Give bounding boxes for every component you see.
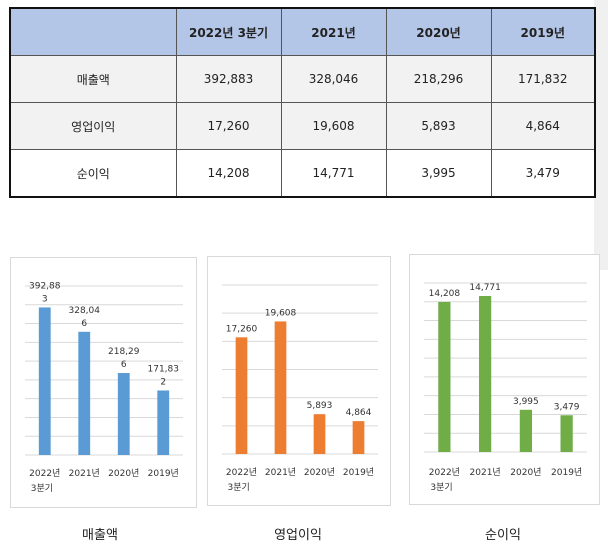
data-label: 5,893: [307, 401, 333, 411]
table-row: 순이익 14,208 14,771 3,995 3,479: [9, 149, 596, 198]
table-cell: 4,864: [490, 102, 596, 150]
chart-operating-profit: 17,260 2022년 3분기 19,608 2021년 5,893 2020년 4,864…: [222, 284, 378, 493]
data-label: 14,208: [429, 289, 461, 299]
row-label: 순이익: [9, 149, 177, 198]
table-cell: 3,479: [490, 149, 596, 198]
data-label: 14,771: [469, 283, 501, 293]
data-label: 3,995: [513, 397, 539, 407]
category-label: 2021년: [265, 467, 296, 478]
chart-panel-revenue: 392,88 3 2022년 3분기 328,04 6 2021년 218,29 6 2020년 1…: [10, 257, 197, 508]
data-label: 3: [42, 294, 48, 304]
row-label: 영업이익: [9, 102, 177, 150]
bar: [117, 373, 130, 455]
header-cell: [9, 7, 177, 56]
table-cell: 17,260: [175, 102, 282, 150]
table-cell: 392,883: [175, 55, 282, 103]
data-label: 2: [160, 377, 166, 387]
chart-panel-operating-profit: 17,260 2022년 3분기 19,608 2021년 5,893 2020년 4,864…: [207, 256, 391, 506]
data-label: 3,479: [554, 402, 580, 412]
category-label: 2022년: [226, 467, 257, 478]
data-label: 218,29: [108, 347, 140, 357]
bar: [438, 301, 451, 452]
table-cell: 218,296: [385, 55, 492, 103]
table-cell: 19,608: [280, 102, 387, 150]
category-label: 2021년: [470, 467, 501, 478]
category-label: 3분기: [430, 482, 452, 493]
bar: [274, 321, 287, 454]
category-label: 2020년: [108, 468, 139, 479]
header-cell: 2021년: [280, 7, 387, 56]
data-label: 4,864: [346, 408, 372, 418]
header-cell: 2019년: [490, 7, 596, 56]
table-row: 매출액 392,883 328,046 218,296 171,832: [9, 55, 596, 103]
bar: [157, 390, 170, 455]
bar: [352, 421, 365, 454]
table-cell: 171,832: [490, 55, 596, 103]
chart-panel-net-income: 14,208 2022년 3분기 14,771 2021년 3,995 2020년 3,479…: [409, 254, 600, 505]
data-label: 17,260: [226, 324, 258, 334]
category-label: 2021년: [69, 468, 100, 479]
bar: [78, 331, 91, 455]
bar: [560, 415, 573, 452]
header-cell: 2022년 3분기: [175, 7, 282, 56]
financial-table: 2022년 3분기 2021년 2020년 2019년 매출액 392,883 …: [9, 7, 596, 198]
chart-net-income: 14,208 2022년 3분기 14,771 2021년 3,995 2020년 3,479…: [424, 282, 587, 493]
category-label: 2022년: [29, 468, 60, 479]
category-label: 3분기: [228, 482, 250, 493]
data-label: 328,04: [69, 306, 101, 316]
table-header-row: 2022년 3분기 2021년 2020년 2019년: [9, 7, 596, 56]
category-label: 2020년: [304, 467, 335, 478]
data-label: 6: [81, 319, 87, 329]
table-cell: 14,771: [280, 149, 387, 198]
bar: [38, 307, 51, 455]
bar: [235, 337, 248, 454]
bar: [479, 295, 492, 452]
chart-caption: 순이익: [485, 528, 521, 543]
chart-caption: 영업이익: [274, 528, 322, 543]
header-cell: 2020년: [385, 7, 492, 56]
bar: [519, 409, 532, 452]
category-label: 2022년: [429, 467, 460, 478]
row-label: 매출액: [9, 55, 177, 103]
table-row: 영업이익 17,260 19,608 5,893 4,864: [9, 102, 596, 150]
category-label: 2020년: [510, 467, 541, 478]
category-label: 3분기: [31, 483, 53, 494]
table-cell: 328,046: [280, 55, 387, 103]
table-cell: 14,208: [175, 149, 282, 198]
data-label: 392,88: [29, 281, 61, 291]
chart-revenue: 392,88 3 2022년 3분기 328,04 6 2021년 218,29 6 2020년 1…: [25, 281, 183, 494]
bar: [313, 414, 326, 454]
category-label: 2019년: [551, 467, 582, 478]
data-label: 19,608: [265, 308, 297, 318]
table-cell: 5,893: [385, 102, 492, 150]
scrollbar-strip: [594, 0, 608, 270]
category-label: 2019년: [343, 467, 374, 478]
data-label: 171,83: [148, 364, 180, 374]
category-label: 2019년: [148, 468, 179, 479]
table-cell: 3,995: [385, 149, 492, 198]
chart-caption: 매출액: [82, 528, 118, 543]
data-label: 6: [121, 360, 127, 370]
